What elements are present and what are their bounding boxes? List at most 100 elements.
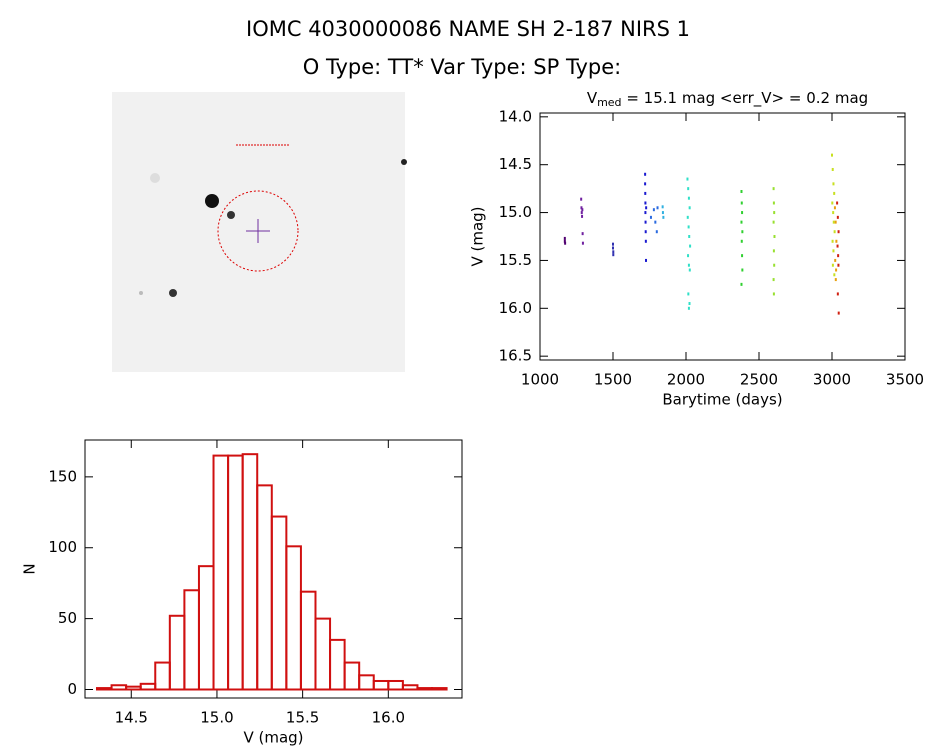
- data-point: [740, 239, 743, 243]
- y-tick-label: 14.5: [499, 155, 532, 173]
- data-point: [688, 268, 691, 272]
- data-point: [688, 235, 691, 238]
- hist-bar: [270, 515, 288, 691]
- data-point: [644, 230, 647, 234]
- data-point: [832, 182, 835, 186]
- y-tick-label: 100: [48, 538, 77, 556]
- data-point: [837, 263, 840, 267]
- hist-bar: [139, 682, 157, 691]
- data-point: [740, 220, 743, 224]
- y-tick-label: 14.0: [499, 107, 532, 125]
- data-point: [831, 239, 834, 243]
- hist-bar: [197, 565, 215, 691]
- hist-bar: [343, 661, 361, 691]
- data-point: [772, 220, 775, 224]
- data-point: [687, 306, 690, 310]
- hist-bar: [125, 685, 142, 691]
- data-point: [834, 258, 837, 262]
- x-tick-label: 1000: [521, 371, 559, 389]
- hist-bar: [212, 454, 230, 691]
- data-point: [612, 246, 614, 250]
- x-tick-label: 15.0: [200, 709, 233, 727]
- data-point: [772, 187, 775, 191]
- x-tick-label: 16.0: [372, 709, 405, 727]
- data-point: [612, 242, 614, 246]
- data-point: [686, 177, 689, 181]
- sky-image: [112, 92, 407, 372]
- data-point: [831, 153, 833, 157]
- data-point: [649, 215, 652, 219]
- data-point: [687, 225, 690, 229]
- data-point: [644, 182, 647, 186]
- x-axis-label: Barytime (days): [662, 391, 782, 409]
- y-tick-label: 150: [48, 467, 77, 485]
- data-point: [645, 206, 648, 210]
- data-point: [772, 201, 775, 205]
- data-point: [740, 201, 743, 205]
- data-point: [581, 232, 584, 236]
- data-point: [580, 206, 583, 210]
- hist-bar: [416, 687, 434, 691]
- data-point: [831, 167, 834, 171]
- hist-bar: [256, 484, 273, 691]
- data-point: [687, 292, 690, 296]
- title-part: med: [597, 96, 621, 109]
- hist-bar: [387, 679, 404, 691]
- data-point: [644, 201, 647, 205]
- data-point: [655, 230, 658, 234]
- x-tick-label: 15.5: [286, 709, 319, 727]
- data-point: [837, 254, 840, 258]
- data-point: [687, 187, 690, 191]
- y-tick-label: 15.5: [499, 251, 532, 269]
- data-point: [833, 230, 836, 234]
- y-axis-label: N: [21, 563, 39, 574]
- data-point: [740, 282, 743, 286]
- hist-bar: [95, 687, 113, 691]
- data-point: [833, 273, 836, 277]
- hist-bar: [372, 679, 390, 691]
- data-point: [580, 197, 583, 201]
- hist-bar: [314, 617, 332, 691]
- data-point: [831, 263, 834, 267]
- hist-bar: [285, 545, 302, 691]
- hist-bar: [110, 684, 128, 691]
- data-point: [661, 211, 664, 215]
- data-point: [612, 250, 615, 254]
- page-title: IOMC 4030000086 NAME SH 2-187 NIRS 1: [246, 17, 690, 41]
- y-tick-label: 50: [58, 609, 77, 627]
- hist-bar: [241, 453, 259, 691]
- page-subtitle: O Type: TT* Var Type: SP Type:: [303, 55, 622, 79]
- data-point: [741, 230, 744, 234]
- x-tick-label: 3000: [813, 371, 851, 389]
- data-point: [772, 249, 775, 253]
- data-point: [688, 302, 691, 306]
- data-point: [837, 230, 840, 234]
- y-tick-label: 0: [67, 680, 77, 698]
- data-point: [644, 191, 647, 195]
- data-point: [836, 215, 839, 219]
- data-point: [834, 220, 837, 224]
- data-point: [686, 215, 689, 219]
- data-point: [837, 311, 840, 315]
- data-point: [833, 206, 836, 210]
- data-point: [644, 211, 647, 215]
- data-point: [644, 239, 647, 243]
- data-point: [773, 235, 776, 238]
- data-point: [772, 292, 775, 296]
- data-point: [836, 244, 839, 248]
- y-tick-label: 16.0: [499, 299, 532, 317]
- hist-bar: [154, 661, 171, 691]
- data-point: [831, 201, 834, 205]
- data-point: [563, 239, 566, 243]
- data-point: [687, 263, 690, 267]
- data-point: [834, 278, 837, 282]
- y-tick-label: 16.5: [499, 347, 532, 365]
- data-point: [580, 211, 583, 215]
- hist-bar: [358, 674, 375, 691]
- plot-frame: [539, 112, 906, 361]
- hist-bar: [431, 687, 448, 691]
- data-point: [652, 208, 655, 212]
- data-point: [656, 206, 659, 210]
- data-point: [740, 190, 743, 194]
